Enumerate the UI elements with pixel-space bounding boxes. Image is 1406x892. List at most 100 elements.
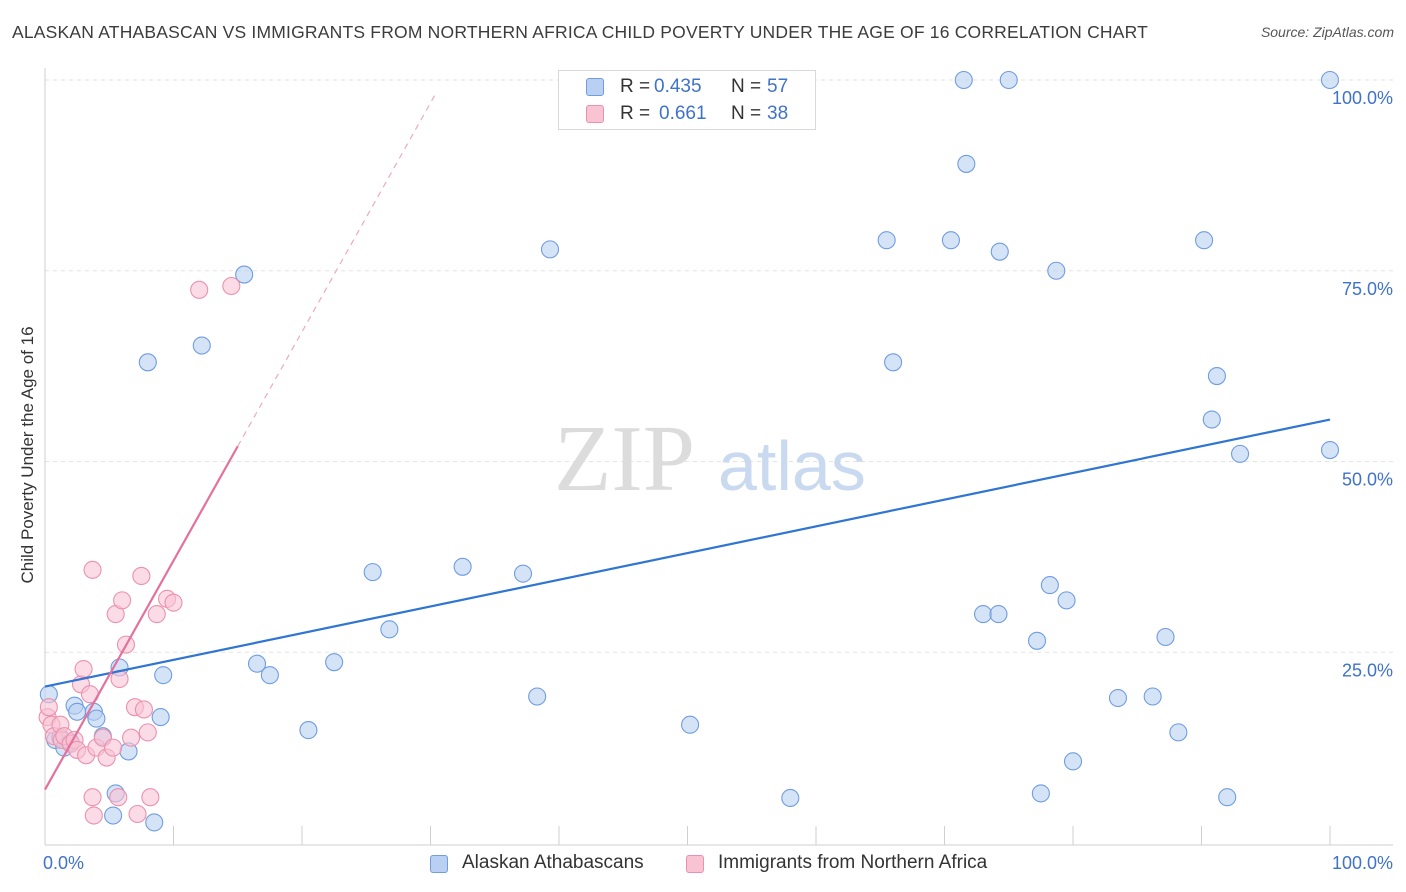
correlation-legend: R = 0.435 N = 57 R = 0.661 N = 38 [558,70,816,130]
blue-point-22 [299,721,318,740]
grid-layer [45,79,1393,653]
blue-point-49 [1156,627,1175,647]
blue-point-54 [1218,788,1237,807]
pink-trend-line [44,445,239,791]
legend-row-blue: R = 0.435 N = 57 [559,74,815,100]
legend-swatch-blue [430,855,448,873]
pink-point-29 [134,700,153,719]
legend-label-blue: Alaskan Athabascans [462,852,644,873]
blue-point-28 [528,687,547,706]
blue-point-15 [145,813,164,832]
x-tick-label-min: 0.0% [43,853,84,873]
blue-point-50 [1169,723,1188,742]
blue-point-19 [235,265,254,284]
blue-point-27 [513,564,533,583]
blue-swatch [586,78,604,96]
legend-pink-n-value: 38 [767,103,789,124]
blue-trend-line [44,418,1331,688]
pink-point-36 [222,276,241,296]
pink-point-34 [164,593,183,612]
blue-point-41 [1027,631,1047,650]
blue-point-23 [325,653,344,672]
blue-point-6 [68,702,87,721]
blue-point-34 [941,231,960,250]
blue-point-14 [138,353,157,372]
source-label: Source: ZipAtlas.com [1260,24,1394,40]
y-tick-label-50: 50.0% [1342,470,1393,490]
chart-title: ALASKAN ATHABASCAN VS IMMIGRANTS FROM NO… [12,22,1149,42]
blue-point-37 [973,605,993,624]
blue-point-24 [363,563,382,582]
points-layer [38,70,1340,832]
pink-point-27 [128,804,147,824]
pink-swatch [586,105,604,123]
pink-point-14 [83,788,102,807]
legend-blue-n-label: N = [731,76,762,97]
axes-layer [44,68,1393,846]
blue-point-30 [681,715,700,734]
blue-point-10 [104,806,123,825]
blue-point-17 [154,666,173,685]
pink-point-28 [132,566,151,586]
y-axis-label: Child Poverty Under the Age of 16 [18,326,37,584]
pink-point-1 [39,698,58,717]
blue-point-40 [999,70,1018,90]
pink-point-23 [113,591,132,610]
trend-layer [44,91,1331,791]
blue-point-44 [1047,261,1066,280]
blue-point-16 [151,708,170,727]
legend-blue-n-value: 57 [767,76,789,97]
blue-point-32 [877,231,896,250]
blue-point-20 [247,654,267,673]
blue-point-48 [1143,687,1162,706]
blue-point-47 [1108,688,1128,708]
legend-row-pink: R = 0.661 N = 38 [559,101,815,127]
pink-point-37 [83,560,102,579]
pink-point-25 [122,728,141,747]
legend-swatch-pink [686,855,704,873]
watermark-atlas: atlas [718,427,866,505]
blue-point-53 [1207,366,1226,386]
blue-point-43 [1040,576,1059,595]
pink-point-19 [104,738,123,757]
blue-point-56 [1320,441,1340,460]
legend-pink-r-label: R = [620,103,651,124]
blue-point-51 [1195,231,1214,250]
blue-point-26 [453,557,472,576]
y-tick-label-100: 100.0% [1332,88,1393,108]
pink-point-32 [147,605,166,624]
blue-point-21 [260,666,279,685]
tick-label-layer: 25.0% 50.0% 75.0% 100.0% 0.0% 100.0% [43,88,1393,873]
blue-point-35 [954,70,973,90]
blue-point-39 [990,242,1009,261]
y-tick-label-25: 25.0% [1342,660,1393,680]
pink-point-35 [190,280,209,299]
blue-point-8 [87,709,106,728]
blue-point-38 [989,605,1008,624]
y-tick-label-75: 75.0% [1342,279,1393,299]
blue-point-18 [192,336,211,355]
legend-pink-r-value: 0.661 [659,103,707,124]
x-tick-label-max: 100.0% [1332,853,1393,873]
blue-point-46 [1063,752,1083,771]
legend-label-pink: Immigrants from Northern Africa [718,852,988,873]
blue-point-25 [380,620,399,639]
legend-blue-r-label: R = [620,76,651,97]
pink-point-21 [109,788,128,807]
legend-blue-r-value: 0.435 [654,76,702,97]
blue-point-31 [781,788,800,808]
blue-point-45 [1057,591,1076,610]
blue-point-55 [1231,444,1250,463]
watermark: ZIP atlas [554,407,866,511]
pink-trend-extension [237,91,438,447]
blue-point-33 [884,353,903,372]
series-legend: Alaskan Athabascans Immigrants from Nort… [0,852,1406,878]
pink-point-31 [141,788,160,807]
watermark-zip: ZIP [554,407,695,511]
blue-point-36 [957,154,976,173]
blue-point-52 [1202,410,1221,429]
legend-pink-n-label: N = [731,103,762,124]
blue-point-29 [540,240,560,259]
pink-point-15 [84,806,103,825]
